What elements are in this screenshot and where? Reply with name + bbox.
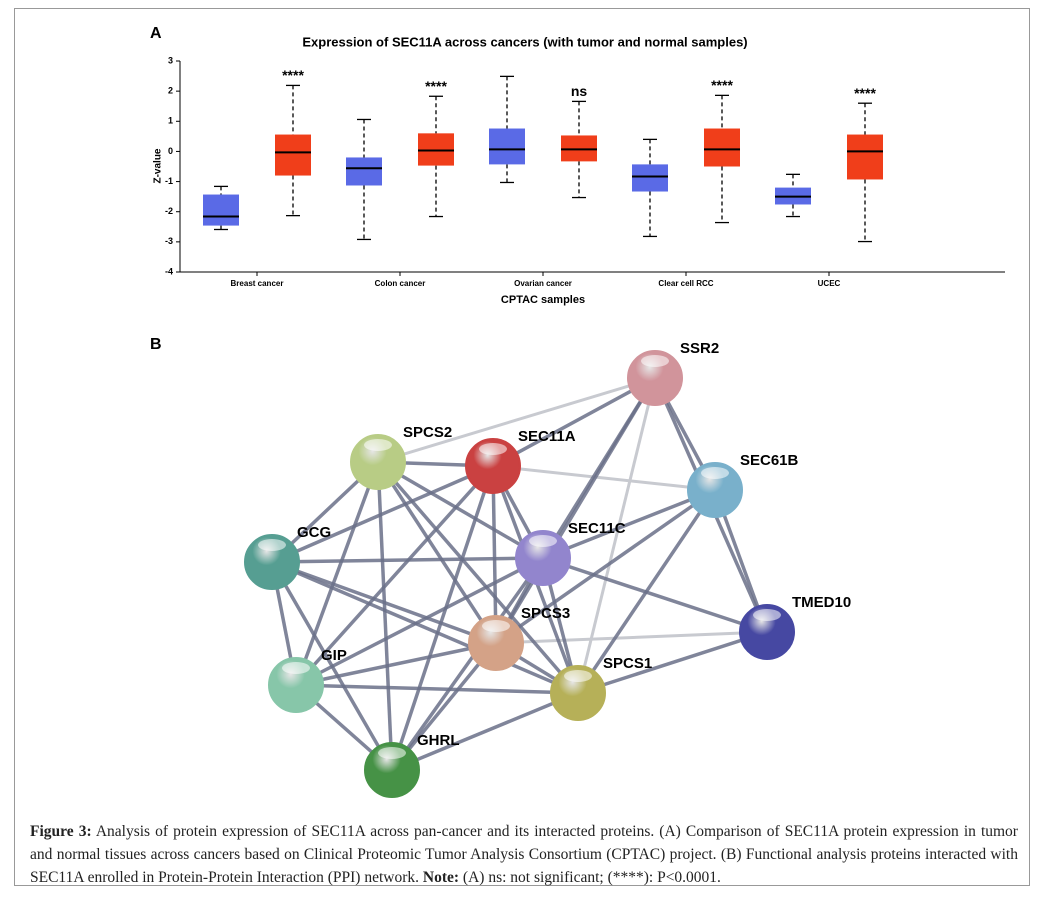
box — [847, 134, 883, 180]
panel-label: A — [150, 25, 162, 42]
node-label: SEC61B — [740, 452, 799, 469]
edge — [494, 488, 717, 645]
node-highlight — [258, 539, 286, 551]
edge — [492, 464, 716, 492]
x-tick-label: Clear cell RCC — [658, 279, 713, 288]
edge — [294, 461, 380, 686]
edge — [376, 461, 394, 771]
node-label: TMED10 — [792, 594, 851, 611]
node — [465, 438, 521, 494]
edge — [271, 560, 579, 695]
node — [627, 350, 683, 406]
edge — [295, 641, 497, 687]
node — [468, 615, 524, 671]
edge — [271, 556, 544, 564]
node-label: SSR2 — [680, 340, 719, 357]
edge — [295, 556, 544, 687]
edge — [377, 460, 544, 560]
y-tick-label: 1 — [168, 116, 173, 126]
y-tick-label: -2 — [165, 206, 173, 216]
note-label: Note: — [422, 869, 460, 886]
y-axis-label: Z-value — [153, 148, 164, 183]
node — [350, 434, 406, 490]
node — [739, 604, 795, 660]
y-tick-label: -4 — [165, 266, 173, 276]
panel-label: B — [150, 336, 162, 353]
x-tick-label: Breast cancer — [231, 279, 284, 288]
edge — [376, 461, 498, 644]
edge — [495, 630, 768, 645]
node-highlight — [482, 620, 510, 632]
edge — [295, 683, 579, 695]
caption-label: Figure 3: — [30, 823, 92, 840]
box — [203, 194, 239, 226]
box — [346, 157, 382, 186]
y-tick-label: -3 — [165, 236, 173, 246]
node-highlight — [479, 443, 507, 455]
caption-text: Analysis of protein expression of SEC11A… — [30, 823, 1018, 886]
significance: **** — [854, 85, 876, 101]
node-label: GHRL — [417, 732, 460, 749]
x-axis-label: CPTAC samples — [501, 294, 585, 306]
edge — [577, 630, 768, 695]
significance: **** — [425, 78, 447, 94]
significance: ns — [571, 83, 588, 99]
edge — [491, 465, 498, 644]
note-text: (A) ns: not significant; (****): P<0.000… — [462, 869, 721, 886]
box — [704, 128, 740, 167]
y-tick-label: 3 — [168, 55, 173, 65]
caption: Figure 3: Analysis of protein expression… — [30, 820, 1018, 889]
box — [418, 133, 454, 166]
edge — [377, 376, 656, 464]
node-label: SPCS1 — [603, 655, 652, 672]
box — [275, 134, 311, 176]
node-highlight — [378, 747, 406, 759]
node-highlight — [564, 670, 592, 682]
significance: **** — [282, 67, 304, 83]
node-highlight — [529, 535, 557, 547]
y-tick-label: 0 — [168, 146, 173, 156]
edge — [542, 556, 768, 634]
edge — [390, 556, 545, 772]
node-highlight — [701, 467, 729, 479]
x-tick-label: UCEC — [818, 279, 841, 288]
edge — [391, 691, 579, 772]
significance: **** — [711, 77, 733, 93]
node-label: SEC11A — [518, 428, 576, 445]
box — [489, 128, 525, 165]
node-highlight — [753, 609, 781, 621]
node-label: SEC11C — [568, 520, 626, 537]
node — [364, 742, 420, 798]
node-highlight — [364, 439, 392, 451]
edge — [492, 376, 656, 468]
chart-title: Expression of SEC11A across cancers (wit… — [302, 34, 747, 49]
figure: A Expression of SEC11A across cancers (w… — [150, 25, 1005, 798]
node — [687, 462, 743, 518]
node — [268, 657, 324, 713]
node — [244, 534, 300, 590]
box — [632, 164, 668, 192]
node — [515, 530, 571, 586]
x-tick-label: Colon cancer — [375, 279, 426, 288]
y-tick-label: 2 — [168, 86, 173, 96]
figure-frame — [14, 8, 1030, 886]
node-label: SPCS2 — [403, 424, 452, 441]
edge — [294, 464, 495, 687]
edge — [271, 560, 497, 645]
node — [550, 665, 606, 721]
edge — [390, 465, 495, 771]
edge — [542, 488, 716, 560]
y-tick-label: -1 — [165, 176, 173, 186]
node-highlight — [282, 662, 310, 674]
edge — [494, 377, 657, 644]
node-label: SPCS3 — [521, 605, 570, 622]
x-tick-label: Ovarian cancer — [514, 279, 572, 288]
node-highlight — [641, 355, 669, 367]
edge — [271, 464, 494, 564]
node-label: GCG — [297, 524, 331, 541]
node-label: GIP — [321, 647, 347, 664]
